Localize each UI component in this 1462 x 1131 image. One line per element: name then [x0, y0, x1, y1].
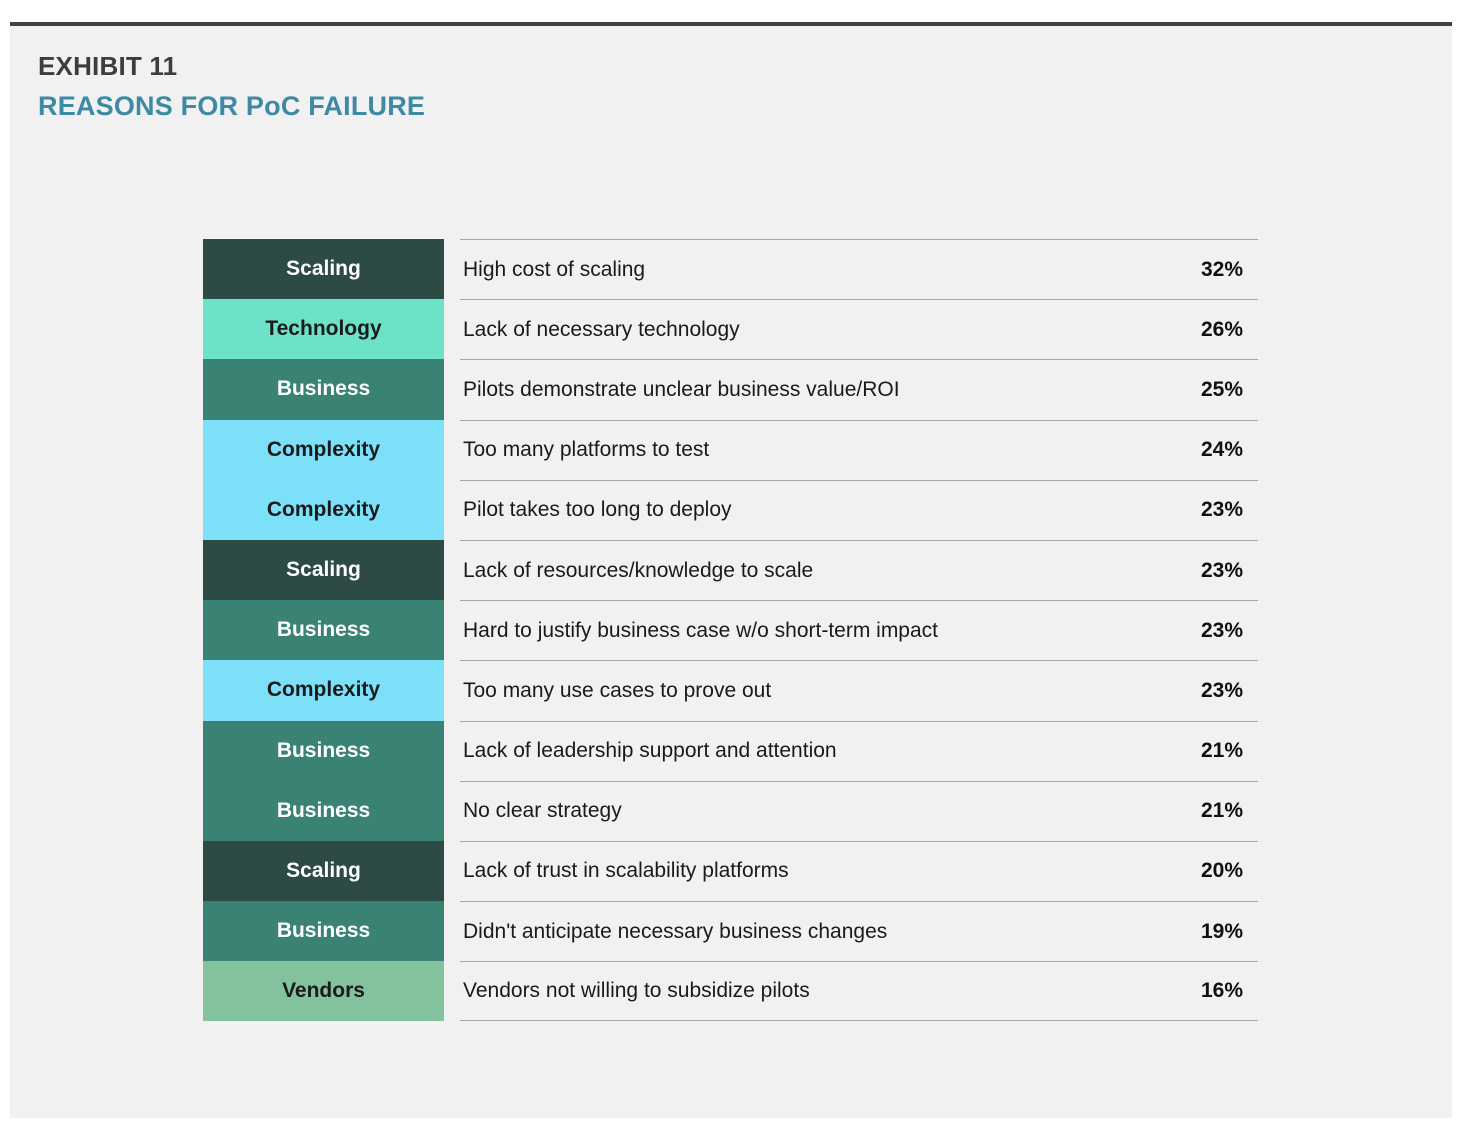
- reason-cell: Didn't anticipate necessary business cha…: [460, 901, 1258, 961]
- table-row: Business Didn't anticipate necessary bus…: [203, 901, 1258, 962]
- category-cell: Business: [203, 720, 444, 781]
- category-cell: Business: [203, 901, 444, 962]
- reason-label: Didn't anticipate necessary business cha…: [463, 919, 888, 943]
- reason-label: No clear strategy: [463, 799, 622, 823]
- category-cell: Scaling: [203, 539, 444, 601]
- category-cell: Technology: [203, 299, 444, 360]
- reasons-table: Scaling High cost of scaling 32% Technol…: [203, 239, 1258, 1022]
- percent-value: 16%: [1200, 979, 1243, 1003]
- reason-label: High cost of scaling: [463, 257, 646, 281]
- reason-label: Too many platforms to test: [463, 438, 710, 462]
- reason-cell: Too many platforms to test 24%: [460, 419, 1258, 480]
- category-cell: Scaling: [203, 840, 444, 902]
- table-row: Complexity Pilot takes too long to deplo…: [203, 479, 1258, 540]
- percent-value: 21%: [1200, 799, 1243, 823]
- table-row: Vendors Vendors not willing to subsidize…: [203, 961, 1258, 1022]
- reason-label: Lack of leadership support and attention: [463, 739, 837, 763]
- reason-label: Lack of resources/knowledge to scale: [463, 558, 814, 582]
- table-row: Complexity Too many use cases to prove o…: [203, 660, 1258, 721]
- percent-value: 24%: [1200, 438, 1243, 462]
- reason-label: Pilots demonstrate unclear business valu…: [463, 377, 900, 401]
- category-cell: Complexity: [203, 419, 444, 480]
- reason-cell: No clear strategy 21%: [460, 780, 1258, 841]
- category-cell: Complexity: [203, 660, 444, 721]
- table-row: Scaling Lack of resources/knowledge to s…: [203, 539, 1258, 601]
- reason-label: Lack of trust in scalability platforms: [463, 859, 789, 883]
- table-row: Technology Lack of necessary technology …: [203, 299, 1258, 360]
- table-row: Scaling High cost of scaling 32%: [203, 239, 1258, 300]
- reason-cell: Lack of resources/knowledge to scale 23%: [460, 539, 1258, 600]
- percent-value: 23%: [1200, 618, 1243, 642]
- table-row: Business Hard to justify business case w…: [203, 600, 1258, 661]
- category-cell: Business: [203, 600, 444, 661]
- percent-value: 20%: [1200, 859, 1243, 883]
- reason-label: Pilot takes too long to deploy: [463, 498, 732, 522]
- reason-cell: High cost of scaling 32%: [460, 239, 1258, 299]
- exhibit-title: REASONS FOR PoC FAILURE: [38, 91, 426, 121]
- percent-value: 25%: [1200, 377, 1243, 401]
- reason-label: Lack of necessary technology: [463, 317, 740, 341]
- table-row: Business Pilots demonstrate unclear busi…: [203, 359, 1258, 420]
- table-row: Scaling Lack of trust in scalability pla…: [203, 840, 1258, 902]
- reason-label: Vendors not willing to subsidize pilots: [463, 979, 810, 1003]
- category-cell: Vendors: [203, 961, 444, 1022]
- category-cell: Complexity: [203, 479, 444, 540]
- percent-value: 23%: [1200, 558, 1243, 582]
- exhibit-number: EXHIBIT 11: [38, 51, 178, 81]
- category-cell: Business: [203, 780, 444, 841]
- reason-cell: Pilots demonstrate unclear business valu…: [460, 359, 1258, 419]
- percent-value: 23%: [1200, 498, 1243, 522]
- reason-cell: Lack of necessary technology 26%: [460, 299, 1258, 359]
- percent-value: 32%: [1200, 257, 1243, 281]
- category-cell: Scaling: [203, 239, 444, 300]
- table-row: Complexity Too many platforms to test 24…: [203, 419, 1258, 480]
- exhibit-panel: EXHIBIT 11 REASONS FOR PoC FAILURE Scali…: [10, 22, 1452, 1118]
- percent-value: 26%: [1200, 317, 1243, 341]
- table-row: Business Lack of leadership support and …: [203, 720, 1258, 781]
- reason-cell: Lack of leadership support and attention…: [460, 720, 1258, 781]
- category-cell: Business: [203, 359, 444, 420]
- percent-value: 19%: [1200, 919, 1243, 943]
- table-row: Business No clear strategy 21%: [203, 780, 1258, 841]
- reason-label: Hard to justify business case w/o short-…: [463, 618, 939, 642]
- reason-cell: Hard to justify business case w/o short-…: [460, 600, 1258, 660]
- percent-value: 23%: [1200, 678, 1243, 702]
- reason-cell: Too many use cases to prove out 23%: [460, 660, 1258, 720]
- reason-label: Too many use cases to prove out: [463, 678, 772, 702]
- reason-cell: Pilot takes too long to deploy 23%: [460, 479, 1258, 540]
- percent-value: 21%: [1200, 739, 1243, 763]
- reason-cell: Vendors not willing to subsidize pilots …: [460, 961, 1258, 1022]
- reason-cell: Lack of trust in scalability platforms 2…: [460, 840, 1258, 901]
